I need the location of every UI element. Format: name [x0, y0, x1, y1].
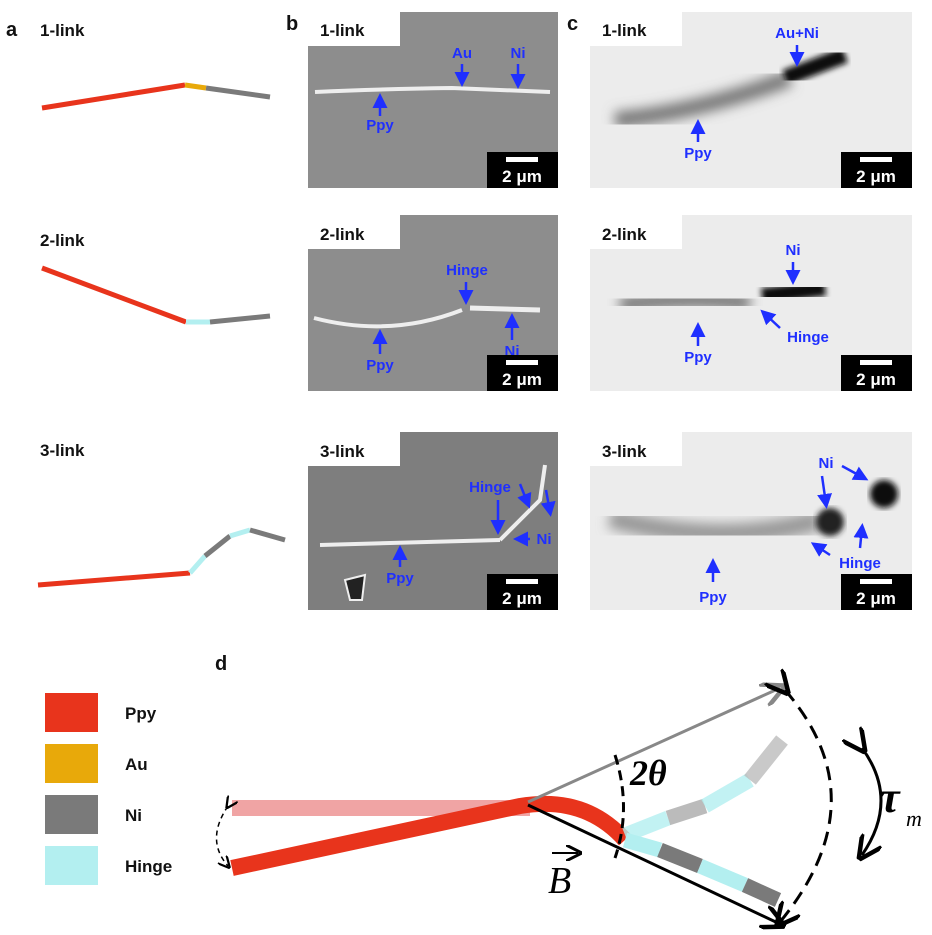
wire	[470, 308, 540, 310]
scale-label: 2 μm	[856, 370, 896, 389]
panel-label: a	[6, 19, 18, 41]
ni-blur	[762, 288, 825, 296]
legend-label: Hinge	[125, 857, 172, 876]
row-label: 2-link	[40, 231, 85, 250]
scale-bar	[860, 360, 892, 365]
annotation: Hinge	[839, 555, 881, 572]
torque-label: τ	[880, 773, 901, 822]
scale-bar	[506, 360, 538, 365]
image-title: 2-link	[320, 225, 365, 244]
legend-label: Au	[125, 755, 148, 774]
annotation: Hinge	[469, 479, 511, 496]
ni-segment	[660, 850, 700, 866]
angle-label: 2θ	[629, 753, 667, 793]
ni-segment	[210, 316, 270, 322]
legend-swatch	[45, 693, 98, 732]
ni-segment	[250, 530, 285, 540]
wire-blur	[620, 299, 750, 305]
scale-bar	[860, 157, 892, 162]
annotation: Ni	[537, 531, 552, 548]
annotation: Au	[452, 45, 472, 62]
sem-image: 1-link Au Ni Ppy 2 μm	[308, 12, 558, 188]
legend-swatch	[45, 846, 98, 885]
ni-segment	[205, 536, 230, 556]
rod-2-link	[42, 268, 270, 322]
optical-image: 3-link Ni Hinge Ppy 2 μm	[590, 432, 912, 610]
legend-swatch	[45, 744, 98, 783]
ppy-segment	[42, 85, 185, 108]
scale-bar	[506, 157, 538, 162]
figure: a 1-link 2-link 3-link b 1-link Au Ni Pp…	[0, 0, 932, 935]
optical-image: 1-link Au+Ni Ppy 2 μm	[590, 12, 912, 188]
field-label: B	[548, 860, 571, 902]
row-label: 3-link	[40, 441, 85, 460]
panel-label: c	[567, 13, 578, 35]
hinge-segment	[625, 818, 668, 835]
annotation: Ni	[786, 242, 801, 259]
annotation: Ppy	[684, 349, 712, 366]
hinge-segment	[705, 780, 750, 806]
scale-label: 2 μm	[856, 589, 896, 608]
panel-label: d	[215, 653, 227, 675]
hinge-segment	[230, 530, 250, 536]
torque-arc	[862, 748, 881, 855]
scale-label: 2 μm	[502, 167, 542, 186]
au-segment	[185, 85, 206, 88]
annotation: Hinge	[787, 329, 829, 346]
image-title: 3-link	[320, 442, 365, 461]
panel-label: b	[286, 13, 298, 35]
annotation: Au+Ni	[775, 25, 819, 42]
rod-3-link	[38, 530, 285, 585]
annotation: Ni	[511, 45, 526, 62]
legend-swatch	[45, 795, 98, 834]
rod-1-link	[42, 85, 270, 108]
scale-label: 2 μm	[502, 589, 542, 608]
annotation: Hinge	[446, 262, 488, 279]
hinge-segment	[625, 840, 660, 850]
annotation: Ppy	[699, 589, 727, 606]
swing-arc	[217, 806, 229, 866]
ni-segment	[668, 806, 705, 818]
legend: Ppy Au Ni Hinge	[45, 693, 172, 885]
hinge-segment	[190, 556, 205, 573]
scale-label: 2 μm	[502, 370, 542, 389]
scale-label: 2 μm	[856, 167, 896, 186]
ni-blur	[816, 508, 844, 536]
image-title: 1-link	[320, 21, 365, 40]
annotation: Ni	[819, 455, 834, 472]
ppy-segment	[42, 268, 186, 322]
angle-arc	[615, 755, 624, 858]
image-title: 3-link	[602, 442, 647, 461]
ni-segment	[750, 740, 782, 780]
annotation: Ppy	[386, 570, 414, 587]
ni-segment	[745, 885, 778, 900]
scale-bar	[860, 579, 892, 584]
legend-label: Ppy	[125, 704, 157, 723]
ppy-segment	[38, 573, 190, 585]
annotation: Ppy	[684, 145, 712, 162]
sem-image: 3-link Hinge Ni Ppy 2 μm	[308, 432, 558, 610]
ni-segment	[206, 88, 270, 97]
image-title: 2-link	[602, 225, 647, 244]
legend-label: Ni	[125, 806, 142, 825]
scale-bar	[506, 579, 538, 584]
rotation-arc	[780, 690, 831, 922]
sem-image: 2-link Hinge Ppy Ni 2 μm	[308, 215, 558, 391]
hinge-segment	[700, 866, 745, 885]
schematic: 2θ B τ m	[217, 688, 922, 924]
annotation: Ppy	[366, 117, 394, 134]
annotation: Ppy	[366, 357, 394, 374]
optical-image: 2-link Ni Hinge Ppy 2 μm	[590, 215, 912, 391]
torque-subscript: m	[906, 806, 922, 831]
image-title: 1-link	[602, 21, 647, 40]
ni-blur	[870, 480, 898, 508]
row-label: 1-link	[40, 21, 85, 40]
